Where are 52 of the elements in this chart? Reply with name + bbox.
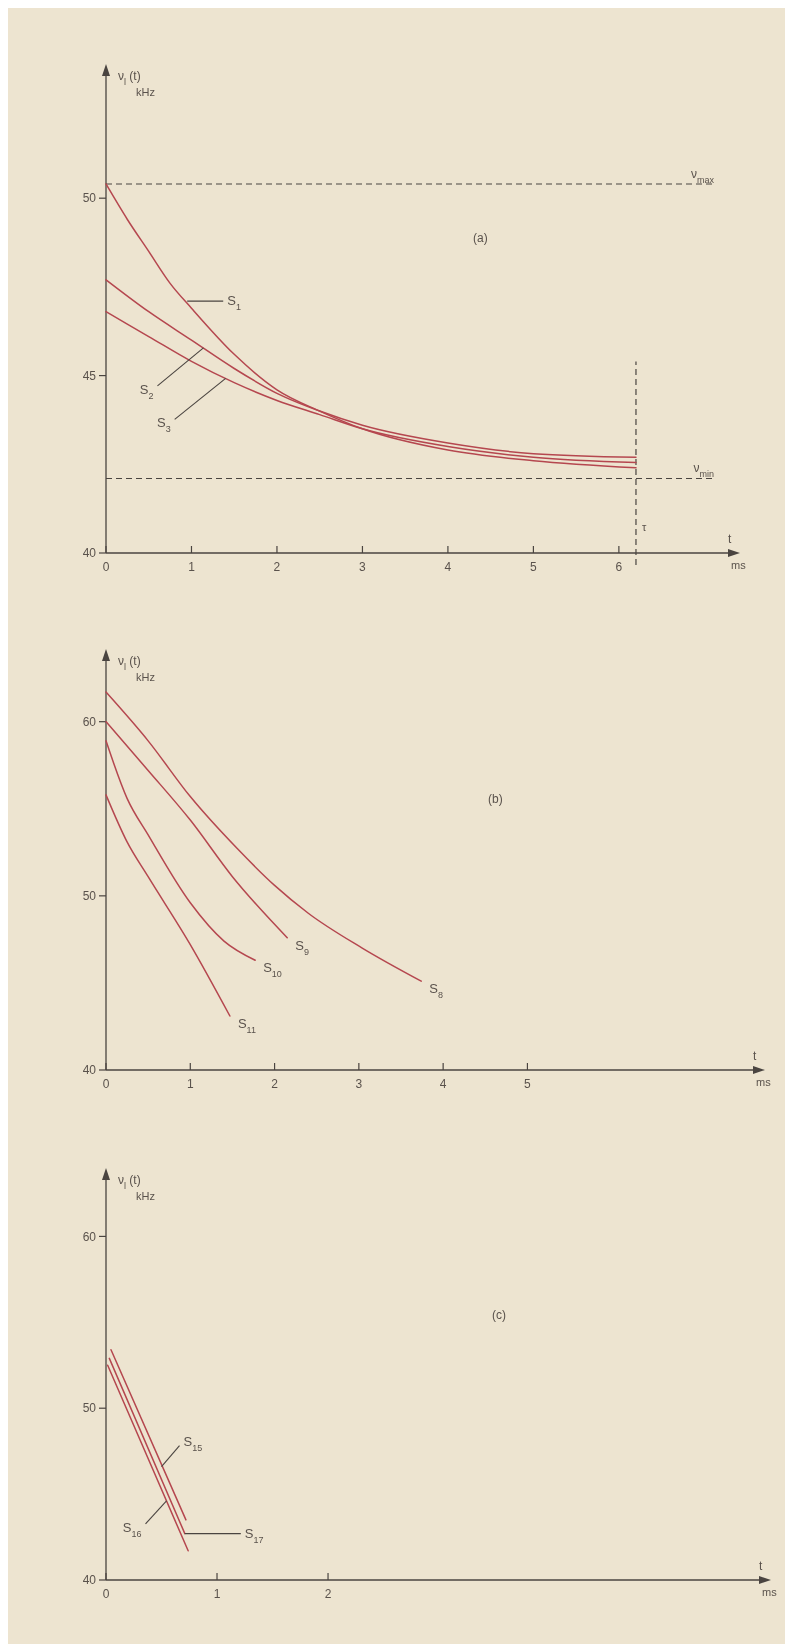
annotation: S$_{16}$ (122, 1519, 142, 1539)
text: (c) (492, 1307, 506, 1322)
y-tick-label: 50 (82, 191, 97, 206)
y-axis-title: ν$_{l}$ (t) kHz (118, 1173, 155, 1202)
text: (b) (488, 791, 503, 806)
x-tick-label: 1 (213, 1587, 221, 1601)
y-tick-label: 40 (82, 546, 97, 561)
annotation: S$_{15}$ (183, 1433, 203, 1453)
annotation: S$_{3}$ (156, 415, 171, 435)
line-series (105, 720, 288, 939)
line-series (105, 183, 637, 469)
x-tick-label: 5 (524, 1077, 532, 1091)
ref-line-label: ν$_{min}$ (693, 461, 714, 480)
x-tick-label: 0 (102, 1587, 110, 1601)
annotation: S$_{17}$ (244, 1525, 264, 1545)
x-tick-label: 2 (324, 1587, 332, 1601)
line-series (105, 740, 256, 962)
x-tick-label: 3 (359, 560, 367, 574)
x-axis-title: t ms (759, 1559, 778, 1598)
y-axis-title: ν$_{l}$ (t) kHz (118, 654, 155, 683)
x-tick-label: 6 (615, 560, 623, 574)
x-tick-label: 0 (102, 1077, 110, 1091)
x-tick-label: 2 (271, 1077, 279, 1091)
line-series (105, 691, 422, 982)
annotation: S$_{1}$ (227, 293, 241, 313)
y-tick-label: 60 (82, 1229, 97, 1244)
x-axis-title: t ms (753, 1049, 772, 1088)
x-tick-label: 1 (188, 560, 196, 574)
x-tick-label: 3 (355, 1077, 363, 1091)
x-tick-label: 1 (186, 1077, 194, 1091)
text: (a) (473, 230, 488, 245)
y-tick-label: 45 (82, 368, 97, 383)
x-tick-label: 2 (273, 560, 281, 574)
y-axis-title: ν$_{l}$ (t) kHz (118, 69, 155, 98)
annotation: S$_{11}$ (237, 1016, 256, 1036)
annotation: S$_{9}$ (295, 937, 309, 957)
x-tick-label: 4 (439, 1077, 447, 1091)
y-tick-label: 50 (82, 889, 97, 904)
y-tick-label: 40 (82, 1063, 97, 1078)
annotation: S$_{10}$ (263, 960, 282, 980)
ref-line-label: τ (641, 521, 647, 533)
x-tick-label: 0 (102, 560, 110, 574)
line-series (105, 794, 231, 1017)
y-tick-label: 60 (82, 714, 97, 729)
y-tick-label: 40 (82, 1573, 97, 1588)
x-axis-title: t ms (728, 532, 747, 571)
ref-line-label: ν$_{max}$ (690, 166, 715, 185)
y-tick-label: 50 (82, 1401, 97, 1416)
x-tick-label: 4 (444, 560, 452, 574)
annotation: S$_{8}$ (429, 981, 443, 1001)
annotation: S$_{2}$ (139, 381, 154, 401)
x-tick-label: 5 (530, 560, 538, 574)
